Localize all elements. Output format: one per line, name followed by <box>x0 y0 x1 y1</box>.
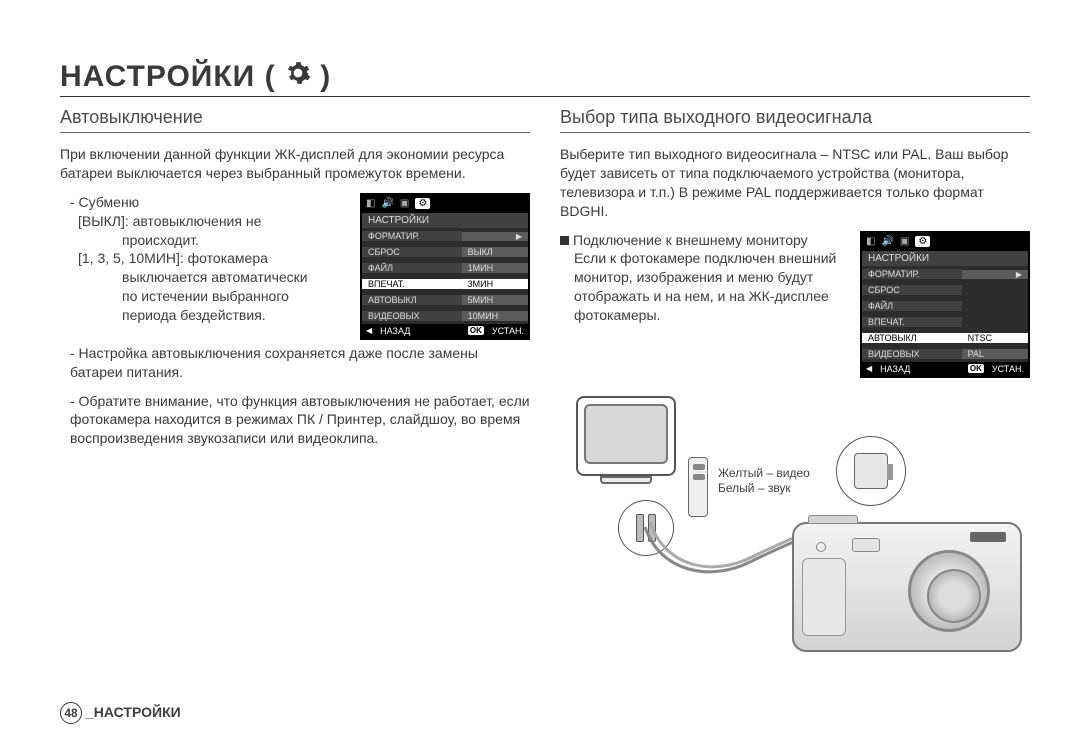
submenu-label: - Субменю <box>60 193 350 212</box>
camera-icon <box>792 522 1022 652</box>
content-columns: Автовыключение При включении данной функ… <box>60 107 1030 652</box>
display-icon: ▣ <box>400 198 409 209</box>
right-connect-row: Подключение к внешнему монитору Если к ф… <box>560 231 1030 378</box>
left-note2: - Обратите внимание, что функция автовык… <box>60 392 530 449</box>
paren-open: ( <box>265 60 285 93</box>
ok-badge: OK <box>468 326 484 335</box>
min-line2: выключается автоматически <box>60 268 350 287</box>
menu-row: ФОРМАТИР.▶ <box>862 266 1028 282</box>
camera-icon: ◧ <box>866 236 875 247</box>
footer-ok: УСТАН. <box>492 326 524 336</box>
left-intro: При включении данной функции ЖК-дисплей … <box>60 145 530 183</box>
right-intro: Выберите тип выходного видеосигнала – NT… <box>560 145 1030 221</box>
bullet-icon <box>560 236 569 245</box>
connect-line2: Если к фотокамере подключен внешний мони… <box>560 249 850 325</box>
remote-icon <box>688 457 708 517</box>
ok-badge: OK <box>968 364 984 373</box>
display-icon: ▣ <box>900 236 909 247</box>
menu-row: ВПЕЧАТ. <box>862 314 1028 330</box>
left-column: Автовыключение При включении данной функ… <box>60 107 530 652</box>
right-connect-text: Подключение к внешнему монитору Если к ф… <box>560 231 850 325</box>
back-icon: ◀ <box>866 364 872 373</box>
tri-icon: ▶ <box>1016 270 1022 279</box>
gear-icon <box>285 60 311 86</box>
menu-row: ВИДЕОВЫХPAL <box>862 346 1028 362</box>
left-submenu-row: - Субменю [ВЫКЛ]: автовыключения не прои… <box>60 193 530 340</box>
sound-icon: 🔊 <box>381 198 393 209</box>
yellow-label: Желтый – видео <box>718 466 810 482</box>
usb-plug-icon <box>836 436 906 506</box>
footer-ok: УСТАН. <box>992 364 1024 374</box>
menu-tabs: ◧ 🔊 ▣ ⚙ <box>362 195 528 213</box>
menu-row-selected: ВПЕЧАТ.3МИН <box>362 276 528 292</box>
right-menu-panel: ◧ 🔊 ▣ ⚙ НАСТРОЙКИ ФОРМАТИР.▶ СБРОС ФАЙЛ … <box>860 231 1030 378</box>
left-submenu-text: - Субменю [ВЫКЛ]: автовыключения не прои… <box>60 193 350 325</box>
connect-line1: Подключение к внешнему монитору <box>560 231 850 250</box>
left-menu-header: НАСТРОЙКИ <box>362 213 528 228</box>
page-number: 48 <box>60 702 82 724</box>
title-text: НАСТРОЙКИ <box>60 60 255 93</box>
back-icon: ◀ <box>366 326 372 335</box>
right-section-title: Выбор типа выходного видеосигнала <box>560 107 1030 133</box>
menu-row: ФОРМАТИР.▶ <box>362 228 528 244</box>
menu-footer: ◀ НАЗАД OK УСТАН. <box>362 324 528 338</box>
menu-row: АВТОВЫКЛ5МИН <box>362 292 528 308</box>
white-label: Белый – звук <box>718 481 810 497</box>
paren-close: ) <box>320 60 331 93</box>
page-footer: 48_НАСТРОЙКИ <box>60 702 181 724</box>
menu-row: ВИДЕОВЫХ10МИН <box>362 308 528 324</box>
right-menu-header: НАСТРОЙКИ <box>862 251 1028 266</box>
tv-icon <box>566 392 686 492</box>
min-line3: по истечении выбранного <box>60 287 350 306</box>
left-note1: - Настройка автовыключения сохраняется д… <box>60 344 530 382</box>
menu-row: СБРОС <box>862 282 1028 298</box>
tri-icon: ▶ <box>516 232 522 241</box>
left-menu-panel: ◧ 🔊 ▣ ⚙ НАСТРОЙКИ ФОРМАТИР.▶ СБРОСВЫКЛ Ф… <box>360 193 530 340</box>
sound-icon: 🔊 <box>881 236 893 247</box>
menu-row-selected: АВТОВЫКЛNTSC <box>862 330 1028 346</box>
camera-icon: ◧ <box>366 198 375 209</box>
page-header: НАСТРОЙКИ ( ) <box>60 60 1030 97</box>
min-line4: периода бездействия. <box>60 306 350 325</box>
menu-tabs: ◧ 🔊 ▣ ⚙ <box>862 233 1028 251</box>
min-line: [1, 3, 5, 10МИН]: фотокамера <box>60 249 350 268</box>
page-label: _НАСТРОЙКИ <box>86 704 181 720</box>
menu-footer: ◀ НАЗАД OK УСТАН. <box>862 362 1028 376</box>
footer-back: НАЗАД <box>380 326 410 336</box>
page-title: НАСТРОЙКИ ( ) <box>60 60 331 94</box>
cable-color-note: Желтый – видео Белый – звук <box>718 466 810 497</box>
settings-tab-icon: ⚙ <box>415 198 430 209</box>
right-column: Выбор типа выходного видеосигнала Выбери… <box>560 107 1030 652</box>
settings-tab-icon: ⚙ <box>915 236 930 247</box>
menu-row: ФАЙЛ <box>862 298 1028 314</box>
off-line: [ВЫКЛ]: автовыключения не <box>60 212 350 231</box>
off-line2: происходит. <box>60 231 350 250</box>
footer-back: НАЗАД <box>880 364 910 374</box>
menu-row: ФАЙЛ1МИН <box>362 260 528 276</box>
menu-row: СБРОСВЫКЛ <box>362 244 528 260</box>
left-section-title: Автовыключение <box>60 107 530 133</box>
connection-diagram: Желтый – видео Белый – звук <box>560 392 1030 652</box>
